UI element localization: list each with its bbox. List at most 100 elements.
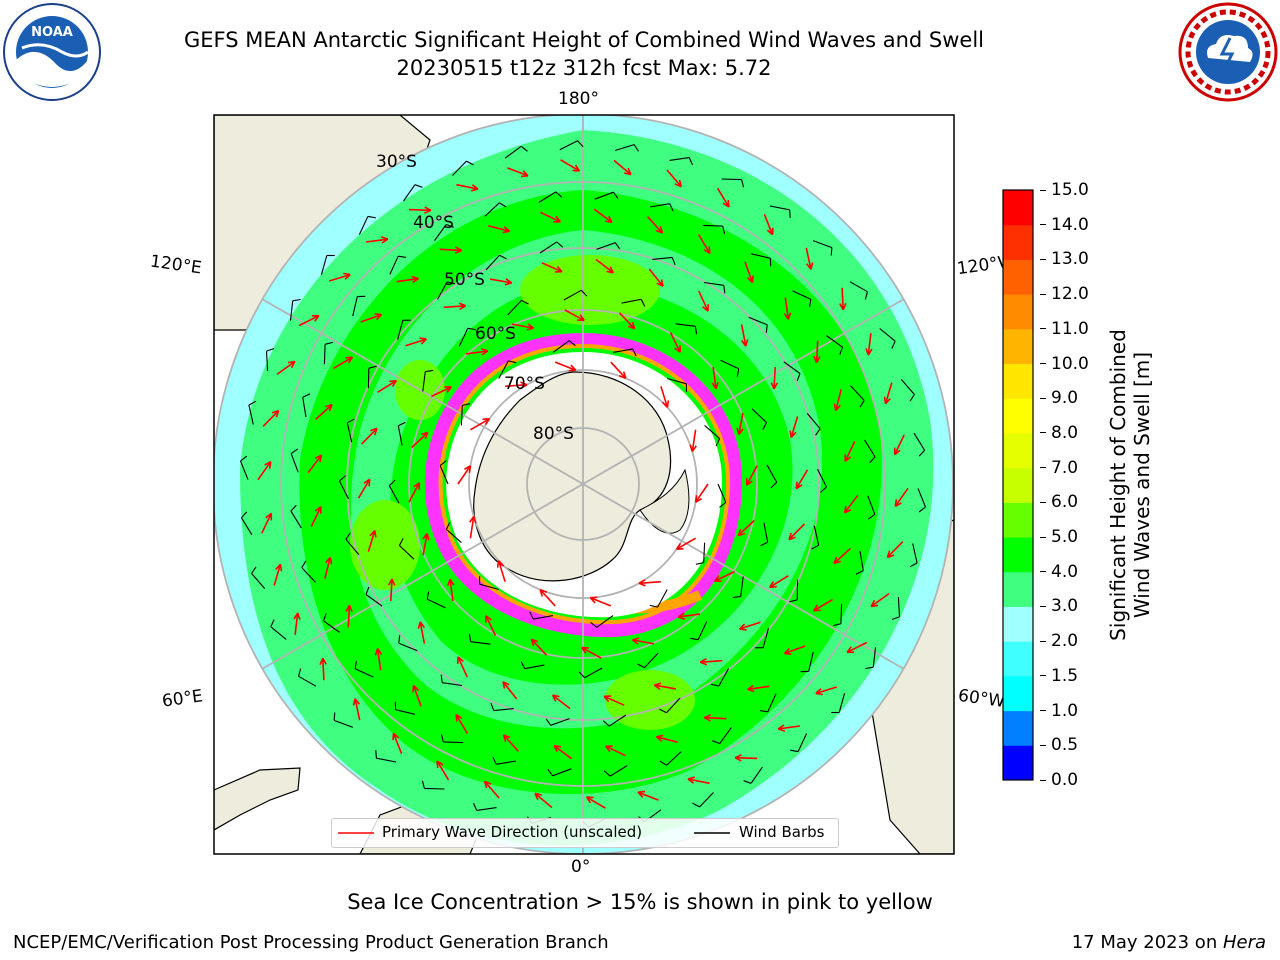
wave-direction-arrow [443, 302, 467, 310]
wind-barb [434, 223, 454, 242]
wind-barb [289, 298, 301, 321]
wave-direction-arrow [496, 560, 506, 582]
wind-barb [440, 734, 464, 744]
lat-label-80s: 80°S [533, 424, 574, 444]
wave-direction-arrow [310, 506, 322, 527]
colorbar-segment [1003, 467, 1033, 503]
wave-direction-arrow [593, 208, 613, 224]
wave-direction-arrow [534, 792, 553, 809]
wave-direction-arrow [298, 314, 320, 327]
colorbar-segment [1003, 224, 1033, 260]
wave-direction-arrow [387, 578, 396, 602]
wind-barbs-legend-label: Wind Barbs [739, 823, 825, 841]
wind-barb [490, 702, 514, 712]
title-line-1: GEFS MEAN Antarctic Significant Height o… [183, 28, 985, 52]
wind-barb [547, 768, 572, 777]
wind-barb [352, 295, 366, 317]
wave-direction-arrow [361, 427, 378, 445]
wave-direction-arrow [485, 615, 497, 636]
wave-direction-arrow [553, 744, 573, 760]
colorbar-tick-labels: 0.0 0.5 1.0 1.5 2.0 3.0 4.0 5.0 6.0 7.0 8.0 9.0 10.0… [1040, 0, 1100, 960]
wind-barb [602, 714, 627, 727]
colorbar-segment [1003, 294, 1033, 330]
wave-direction-arrow [315, 403, 333, 420]
colorbar-segment [1003, 190, 1033, 226]
wave-direction-arrow [716, 187, 730, 208]
wind-barb [792, 290, 812, 308]
wind-barb [704, 424, 721, 447]
wind-barb [398, 635, 418, 652]
wind-barb [833, 603, 843, 627]
wave-direction-arrow [737, 519, 755, 537]
wave-direction-arrow [273, 563, 283, 586]
colorbar-segment [1003, 641, 1033, 677]
wave-direction-arrow [675, 537, 697, 550]
wave-direction-arrow [511, 323, 534, 331]
wave-direction-arrow [833, 548, 851, 565]
title-line-2: 20230515 t12z 312h fcst Max: 5.72 [396, 56, 772, 80]
lat-label-50s: 50°S [444, 270, 485, 290]
wave-direction-arrow [436, 760, 450, 781]
lat-label-60s: 60°S [475, 324, 516, 344]
wind-barb [811, 525, 820, 550]
wave-direction-arrow [783, 297, 792, 320]
lat-label-40s: 40°S [413, 213, 454, 233]
wave-direction-arrow [739, 621, 761, 631]
wind-barb [468, 633, 491, 645]
colorbar-label-line-2: Wind Waves and Swell [m] [1130, 351, 1154, 619]
wind-barb [806, 413, 821, 436]
wave-direction-arrow [324, 556, 333, 579]
wave-direction-arrow [632, 637, 655, 645]
wind-barb [603, 765, 628, 777]
wave-direction-arrow [408, 206, 432, 214]
wind-barb [504, 145, 528, 159]
wave-direction-arrow [660, 386, 670, 408]
colorbar-tick: 0.5 [1040, 735, 1078, 755]
wind-barb [690, 621, 708, 641]
wind-barb [439, 460, 449, 485]
lon-label-top: 180° [558, 89, 599, 109]
wind-barb [270, 619, 287, 640]
wave-direction-arrow [502, 681, 518, 700]
wave-direction-arrow [694, 483, 709, 503]
wind-barb [375, 750, 397, 763]
wind-barb [594, 191, 619, 200]
wind-barb [612, 348, 637, 357]
wave-direction-arrow [638, 579, 661, 587]
wind-barb [669, 157, 694, 166]
colorbar-segment [1003, 502, 1033, 538]
wind-barb [755, 628, 769, 649]
wave-direction-legend-label: Primary Wave Direction (unscaled) [382, 823, 643, 841]
colorbar-tick: 8.0 [1040, 423, 1078, 443]
wave-direction-arrow [839, 287, 847, 311]
wind-barb [492, 756, 517, 765]
wind-barb [649, 203, 674, 212]
wind-barbs-legend-swatch [694, 832, 730, 834]
colorbar [1002, 189, 1034, 781]
wind-barb [817, 468, 827, 493]
wave-direction-arrow [465, 348, 489, 356]
wind-barb [703, 281, 726, 294]
wind-barb [800, 651, 814, 673]
wind-barb [578, 667, 603, 679]
wind-barb [732, 576, 744, 599]
wind-barb [702, 224, 726, 234]
footer-left: NCEP/EMC/Verification Post Processing Pr… [13, 932, 609, 953]
colorbar-segment [1003, 606, 1033, 642]
wave-direction-arrow [469, 516, 477, 539]
colorbar-tick: 1.5 [1040, 666, 1078, 686]
wind-barb [913, 432, 926, 457]
wave-direction-arrow [653, 682, 677, 690]
wave-direction-arrow [893, 434, 905, 456]
wave-direction-arrow [333, 356, 354, 370]
wave-direction-arrow [560, 159, 581, 172]
wind-barb [507, 299, 529, 316]
wave-direction-arrow [328, 272, 351, 282]
wave-direction-arrow [551, 694, 571, 710]
wind-barb [452, 160, 474, 176]
wind-barb [552, 340, 576, 353]
colorbar-tick: 9.0 [1040, 388, 1078, 408]
wind-barb [251, 566, 266, 589]
wave-direction-arrow [605, 745, 626, 757]
wave-direction-arrow [469, 418, 491, 431]
